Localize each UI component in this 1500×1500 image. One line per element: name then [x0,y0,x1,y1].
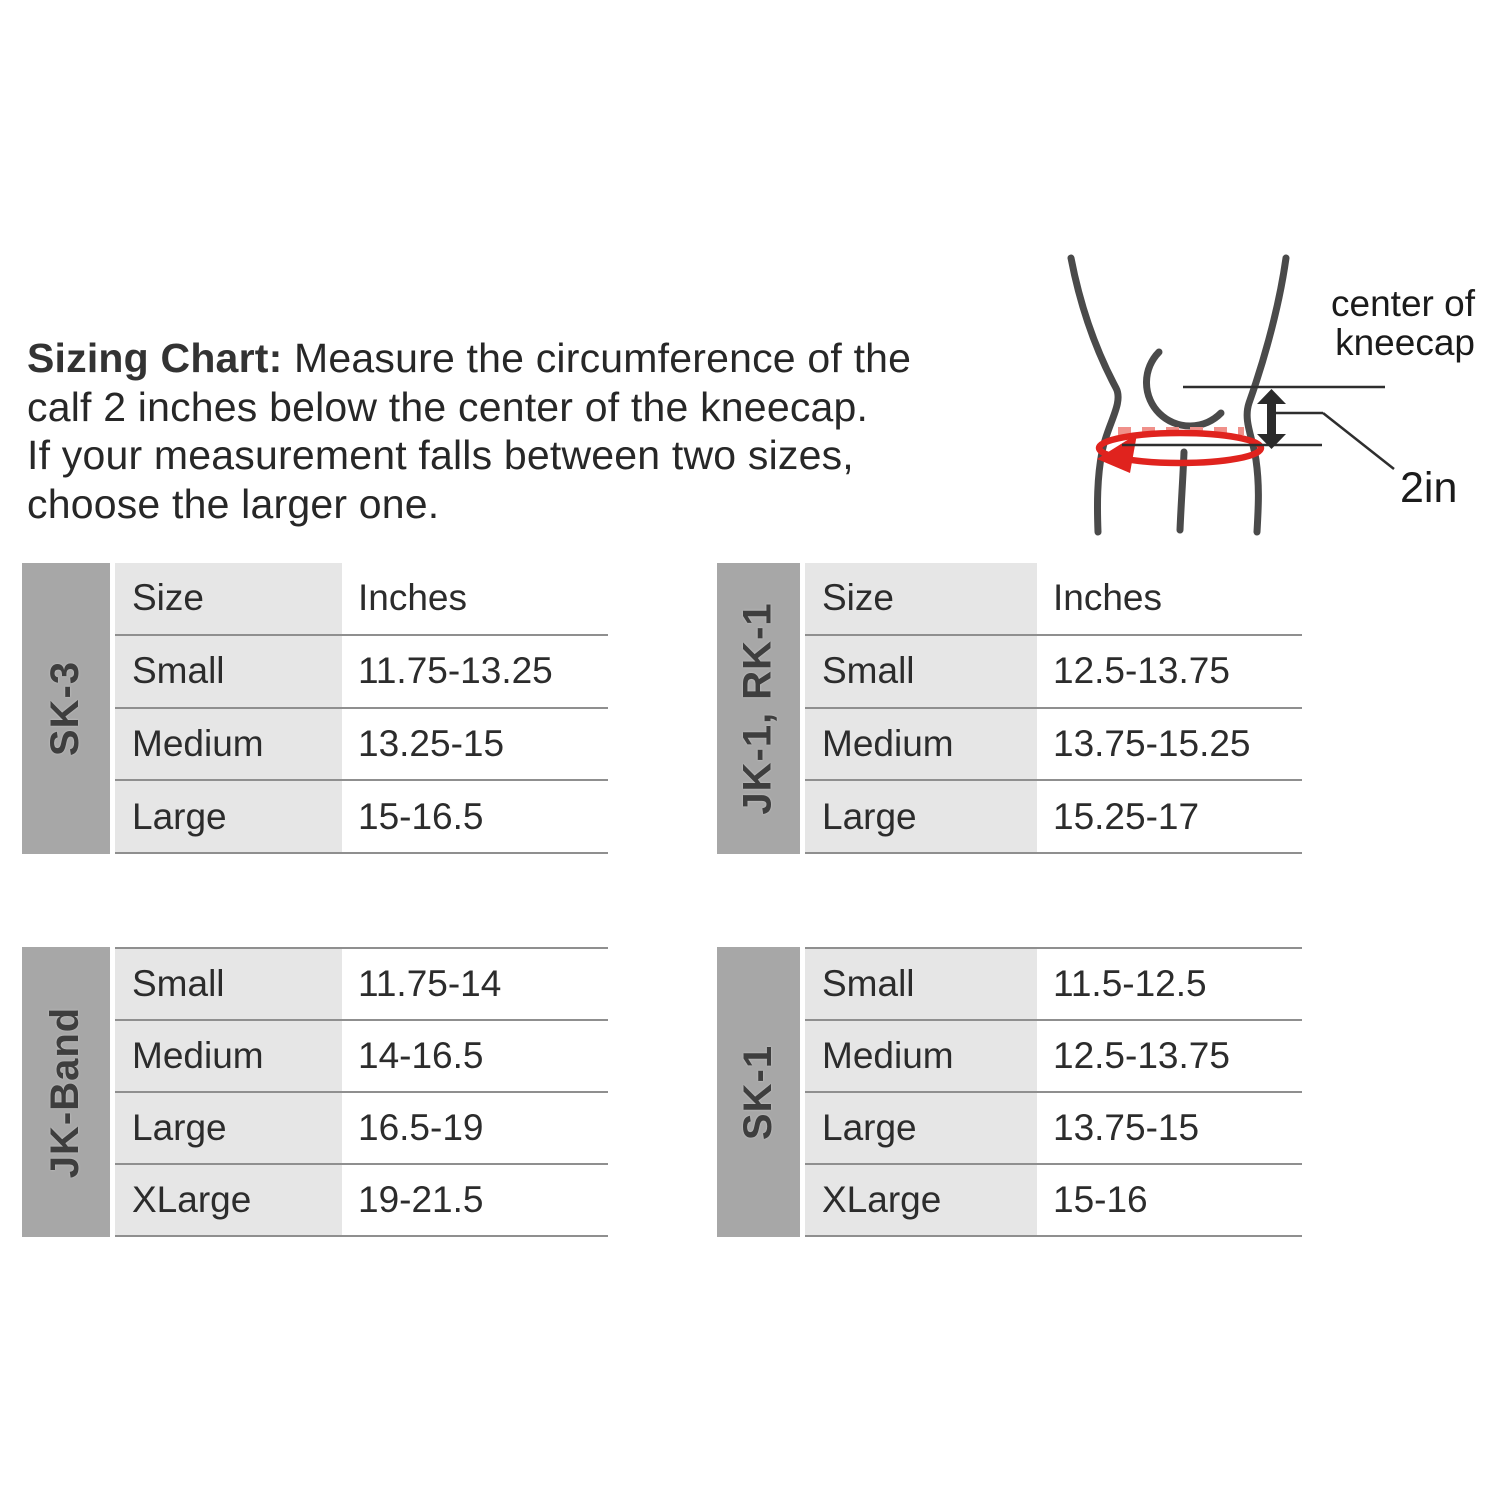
sizing-table-sk1: SK-1 Small 11.5-12.5 Medium 12.5-13.75 L… [717,947,1302,1237]
table-row: Small 11.5-12.5 [805,949,1302,1021]
table-header-row: Size Inches [115,563,608,636]
inches-cell: 13.25-15 [342,708,608,780]
size-cell: Large [805,1093,1037,1163]
inches-cell: 13.75-15 [1037,1093,1302,1163]
table-row: Large 15-16.5 [115,781,608,854]
two-inch-label: 2in [1400,464,1458,512]
inches-cell: 14-16.5 [342,1021,608,1091]
table-row: Medium 12.5-13.75 [805,1021,1302,1093]
kneecap-label: center of kneecap [1290,284,1475,362]
size-cell: Medium [115,708,342,780]
inches-cell: 15-16 [1037,1165,1302,1235]
table-row: Large 15.25-17 [805,781,1302,854]
left-leg-outline [1067,254,1122,536]
intro-paragraph: Sizing Chart: Measure the circumference … [27,334,1027,528]
knee-measurement-diagram [1067,254,1395,536]
table-row: XLarge 15-16 [805,1165,1302,1237]
inches-cell: 11.75-14 [342,949,608,1019]
size-header-cell: Size [115,563,342,634]
size-cell: Medium [805,1021,1037,1091]
inches-cell: 19-21.5 [342,1165,608,1235]
table-row: Medium 13.25-15 [115,708,608,782]
inches-cell: 12.5-13.75 [1037,635,1302,707]
intro-line-3: If your measurement falls between two si… [27,432,854,478]
size-cell: Small [115,635,342,707]
size-cell: Small [805,949,1037,1019]
jkband-side-bar: JK-Band [22,947,110,1237]
inches-cell: 15-16.5 [342,781,608,852]
sk1-grid: Small 11.5-12.5 Medium 12.5-13.75 Large … [805,947,1302,1237]
table-row: XLarge 19-21.5 [115,1165,608,1237]
sizing-table-jkband: JK-Band Small 11.75-14 Medium 14-16.5 La… [22,947,608,1237]
kneecap-outline [1143,348,1225,430]
size-cell: Large [805,781,1037,852]
measure-band-ellipse [1095,429,1265,467]
sk3-side-bar: SK-3 [22,563,110,854]
sk3-side-label: SK-3 [43,660,88,757]
inches-cell: 15.25-17 [1037,781,1302,852]
jk1rk1-grid: Size Inches Small 12.5-13.75 Medium 13.7… [805,563,1302,854]
inches-cell: 11.75-13.25 [342,635,608,707]
table-header-row: Size Inches [805,563,1302,636]
size-cell: XLarge [115,1165,342,1235]
size-cell: Small [115,949,342,1019]
inches-cell: 13.75-15.25 [1037,708,1302,780]
inches-cell: 11.5-12.5 [1037,949,1302,1019]
size-cell: Small [805,635,1037,707]
kneecap-label-line-2: kneecap [1335,322,1475,363]
kneecap-label-line-1: center of [1331,283,1475,324]
jk1rk1-side-label: JK-1, RK-1 [736,602,781,815]
table-row: Small 12.5-13.75 [805,635,1302,709]
size-header-cell: Size [805,563,1037,634]
intro-line-4: choose the larger one. [27,480,440,527]
intro-title: Sizing Chart: [27,335,283,381]
jkband-grid: Small 11.75-14 Medium 14-16.5 Large 16.5… [115,947,608,1237]
sizing-table-jk1-rk1: JK-1, RK-1 Size Inches Small 12.5-13.75 … [717,563,1302,854]
intro-line-1: Sizing Chart: Measure the circumference … [27,334,1027,383]
right-leg-outline [1243,254,1290,536]
jkband-side-label: JK-Band [43,1006,88,1178]
inches-cell: 12.5-13.75 [1037,1021,1302,1091]
size-cell: Medium [115,1021,342,1091]
size-cell: Large [115,781,342,852]
sk1-side-bar: SK-1 [717,947,800,1237]
sizing-table-sk3: SK-3 Size Inches Small 11.75-13.25 Mediu… [22,563,608,854]
inches-cell: 16.5-19 [342,1093,608,1163]
table-row: Small 11.75-13.25 [115,635,608,709]
table-row: Small 11.75-14 [115,949,608,1021]
intro-line-1-text: Measure the circumference of the [282,335,912,381]
sk3-grid: Size Inches Small 11.75-13.25 Medium 13.… [115,563,608,854]
size-cell: Large [115,1093,342,1163]
sk1-side-label: SK-1 [736,1044,781,1140]
intro-line-2: calf 2 inches below the center of the kn… [27,383,869,430]
jk1rk1-side-bar: JK-1, RK-1 [717,563,800,854]
size-cell: XLarge [805,1165,1037,1235]
table-row: Medium 14-16.5 [115,1021,608,1093]
table-row: Medium 13.75-15.25 [805,708,1302,782]
distance-arrow-head-down [1257,434,1286,449]
distance-arrow-shaft [1267,401,1276,435]
table-row: Large 16.5-19 [115,1093,608,1165]
twoin-diagonal-line [1322,412,1395,470]
inches-header-cell: Inches [1037,563,1302,634]
inches-header-cell: Inches [342,563,608,634]
shin-line [1176,448,1188,534]
distance-arrow-head-up [1257,389,1286,404]
table-row: Large 13.75-15 [805,1093,1302,1165]
size-cell: Medium [805,708,1037,780]
